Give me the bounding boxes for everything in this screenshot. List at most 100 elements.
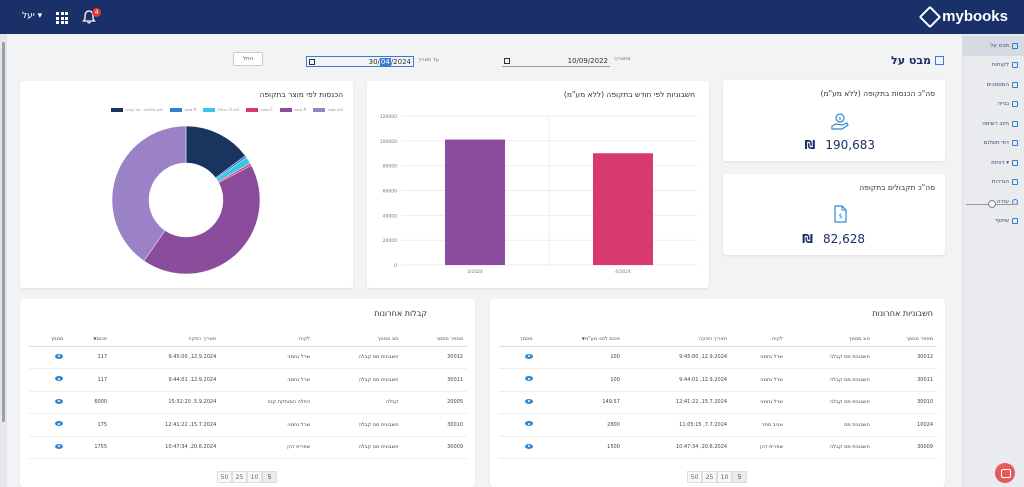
column-header[interactable]: תאריך הפקה (623, 332, 732, 347)
table-row[interactable]: 10024 חשבונית מס אביב סתר 7.7.2024, 11:05:1… (499, 413, 937, 437)
legend-item[interactable]: הכולל V לוגו (203, 107, 239, 112)
legend-swatch (313, 107, 326, 112)
y-tick-label: 100000 (380, 139, 397, 145)
column-header[interactable]: לקוח (731, 332, 787, 347)
receipts-page-size-selector: 50 25 10 5 (217, 471, 277, 483)
table-cell: 30011 (402, 368, 467, 392)
eye-icon[interactable] (55, 353, 64, 359)
share-icon (1012, 218, 1018, 225)
sidebar-item-share[interactable]: שיתוף (963, 212, 1024, 232)
page-size-option[interactable]: 10 (717, 471, 732, 483)
shekel-icon: ₪ (802, 232, 813, 246)
sidebar-item-overview[interactable]: מבט על (963, 36, 1024, 56)
page-size-option[interactable]: 25 (232, 471, 247, 483)
sidebar-item-documents[interactable]: המסמכים (963, 75, 1024, 95)
table-cell: 15.7.2024, 12:41:22 (111, 413, 221, 437)
sidebar-item-customers[interactable]: לקוחות (963, 56, 1024, 76)
eye-icon[interactable] (55, 443, 64, 449)
bar[interactable] (445, 139, 505, 265)
folder-icon (1012, 159, 1018, 166)
legend-swatch (279, 107, 292, 112)
bar[interactable] (593, 153, 653, 265)
column-header-sorted[interactable]: סכום▼ (67, 332, 112, 347)
column-header[interactable]: מספר מסמך (402, 332, 467, 347)
column-header-sorted[interactable]: סכום לפני מע"מ▼ (536, 332, 624, 347)
page-title-text: מבט על (891, 54, 931, 67)
invoices-table: מספר מסמך סוג מסמך לקוח תאריך הפקה סכום … (499, 332, 937, 459)
sidebar-item-settings[interactable]: הגדרות (963, 173, 1024, 193)
sidebar-item-reports[interactable]: דוחות ▾ (963, 153, 1024, 173)
table-row[interactable]: 30010 חשבונית מס קבלה שרל נחמני 15.7.2024, … (29, 413, 467, 437)
table-row[interactable]: 30011 חשבונית מס קבלה שרל נחמני 12.9.2024, … (499, 368, 937, 392)
table-row[interactable]: 30009 חשבונית מס קבלה שפרית דהן 20.6.2024, … (29, 436, 467, 459)
table-cell: חשבונית מס קבלה (314, 413, 403, 437)
eye-icon[interactable] (524, 353, 533, 359)
invoices-table-card: חשבוניות אחרונות מספר מסמך סוג מסמך לקוח… (490, 299, 945, 487)
table-row[interactable]: 30010 חשבונית מס קבלה שרל נחמני 15.7.2024, … (499, 391, 937, 414)
legend-item[interactable]: מוצר C (246, 107, 273, 112)
sidebar-item-collection[interactable]: גבייה (963, 95, 1024, 115)
sidebar-item-label: המסמכים (986, 81, 1009, 88)
bell-icon[interactable] (82, 10, 96, 24)
donut-slice[interactable] (111, 125, 187, 262)
column-header[interactable]: מסמך (29, 332, 68, 347)
donut-slice[interactable] (143, 164, 261, 275)
page-size-option[interactable]: 25 (702, 471, 717, 483)
eye-icon[interactable] (55, 376, 64, 382)
apply-button[interactable]: החל (233, 52, 263, 66)
table-row[interactable]: 30012 חשבונית מס קבלה שרל נחמני 12.9.2024, … (499, 346, 937, 369)
eye-icon[interactable] (55, 421, 64, 427)
column-header[interactable]: לקוח (220, 332, 315, 347)
left-scrollbar[interactable] (0, 34, 7, 487)
column-header[interactable]: סוג מסמך (314, 332, 403, 347)
column-header[interactable]: סוג מסמך (786, 332, 874, 347)
bar-chart-card: חשבוניות לפי חודש בתקופה (ללא מע"מ) 0 200… (367, 81, 709, 288)
page-size-option-active[interactable]: 5 (732, 471, 747, 483)
zoom-slider-knob[interactable] (988, 200, 996, 208)
legend-item[interactable]: לוגו מוצר (313, 107, 343, 112)
eye-icon[interactable] (524, 398, 533, 404)
legend-item[interactable]: תיק פלטות - שר עזרה (111, 107, 163, 112)
from-date-input[interactable]: 10/09/2022 (502, 56, 610, 67)
logo[interactable]: mybooks (918, 5, 1008, 28)
income-kpi-value: 190,683 (825, 138, 875, 152)
invoices-table-title: חשבוניות אחרונות (872, 309, 933, 318)
sort-down-icon: ▼ (581, 335, 585, 341)
table-cell: 1500 (536, 436, 624, 459)
sidebar-item-label: לקוחות (991, 62, 1009, 69)
legend-item[interactable]: מוצר V (170, 107, 196, 112)
table-row[interactable]: 20005 קבלה החלה המותקת קנה 5.9.2024, 15:32:… (29, 391, 467, 414)
page-size-option-active[interactable]: 5 (262, 471, 277, 483)
y-tick-label: 40000 (383, 213, 397, 219)
table-cell: 12.9.2024, 9:44:01 (111, 368, 221, 392)
table-row[interactable]: 30012 חשבונית מס קבלה שרל נחמני 12.9.2024, … (29, 346, 467, 369)
table-cell: 12.9.2024, 9:45:00 (111, 346, 221, 369)
table-cell: שרל נחמני (731, 391, 787, 414)
chat-icon[interactable] (995, 463, 1015, 483)
eye-icon[interactable] (524, 443, 533, 449)
calendar-icon (504, 58, 510, 64)
to-date-input[interactable]: 30/04/2024 (306, 56, 414, 67)
column-header[interactable]: מספר מסמך (873, 332, 937, 347)
invoices-page-size-selector: 50 25 10 5 (687, 471, 747, 483)
page-size-option[interactable]: 50 (687, 471, 702, 483)
column-header[interactable]: תאריך הפקה (111, 332, 221, 347)
table-cell: 117 (67, 346, 112, 369)
table-row[interactable]: 30011 חשבונית מס קבלה שרל נחמני 12.9.2024, … (29, 368, 467, 392)
table-row[interactable]: 30009 חשבונית מס קבלה שפרית דהן 20.6.2024, … (499, 436, 937, 459)
table-cell: 12.9.2024, 9:45:00 (623, 346, 732, 369)
user-menu[interactable]: יעל ▾ (22, 11, 43, 21)
eye-icon[interactable] (524, 376, 533, 382)
eye-icon[interactable] (55, 398, 64, 404)
apps-grid-icon[interactable] (56, 12, 68, 24)
eye-icon[interactable] (524, 421, 533, 427)
legend-item[interactable]: מוצר A (279, 107, 306, 112)
page-size-option[interactable]: 10 (247, 471, 262, 483)
view-document-cell (29, 346, 68, 369)
column-header[interactable]: מסמך (499, 332, 537, 347)
page-size-option[interactable]: 50 (217, 471, 232, 483)
sidebar-item-payment-pages[interactable]: דפי תשלום (963, 134, 1024, 154)
sidebar-item-billing-list[interactable]: חיוב רשימה (963, 114, 1024, 134)
table-cell: 117 (67, 368, 112, 392)
document-icon (1012, 81, 1018, 88)
